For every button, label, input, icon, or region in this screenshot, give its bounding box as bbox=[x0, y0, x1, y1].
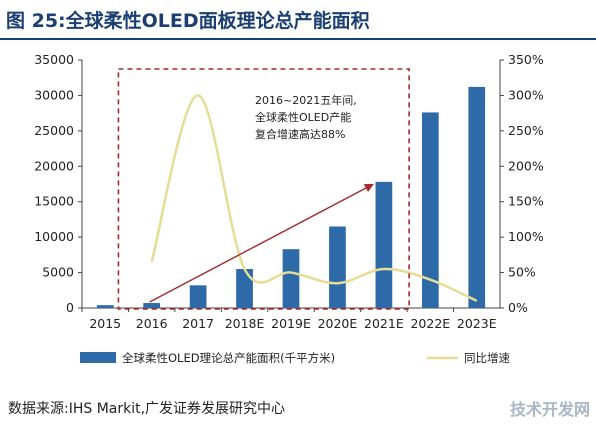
growth-rate-line bbox=[150, 94, 478, 303]
legend-bar-label: 全球柔性OLED理论总产能面积(千平方米) bbox=[122, 351, 335, 365]
x-axis-tick-label: 2018E bbox=[225, 316, 265, 331]
bar-2020E bbox=[329, 226, 346, 308]
left-axis-tick-label: 35000 bbox=[34, 52, 74, 67]
bar-2022E bbox=[421, 112, 439, 308]
right-axis-tick-label: 200% bbox=[508, 158, 544, 173]
x-axis-tick-label: 2019E bbox=[271, 316, 311, 331]
right-axis-tick-label: 150% bbox=[508, 194, 544, 209]
x-axis-tick-label: 2023E bbox=[457, 316, 497, 331]
bar-2018E bbox=[236, 269, 253, 308]
right-axis-tick-label: 300% bbox=[508, 87, 544, 102]
title-divider bbox=[0, 38, 596, 40]
right-axis-tick-label: 350% bbox=[508, 52, 544, 67]
source-note: 数据来源:IHS Markit,广发证券发展研究中心 bbox=[8, 401, 286, 417]
x-axis-tick-label: 2017 bbox=[182, 316, 214, 331]
bar-2015 bbox=[96, 305, 114, 308]
growth-arrowhead bbox=[363, 183, 374, 193]
left-axis-tick-label: 30000 bbox=[34, 87, 74, 102]
bar-2019E bbox=[282, 249, 300, 308]
annotation-line: 复合增速高达88% bbox=[255, 127, 345, 141]
left-axis-tick-label: 5000 bbox=[42, 265, 74, 280]
page-title: 图 25:全球柔性OLED面板理论总产能面积 bbox=[6, 10, 370, 32]
left-axis-tick-label: 20000 bbox=[34, 158, 74, 173]
x-axis-tick-label: 2021E bbox=[364, 316, 404, 331]
right-axis-tick-label: 0% bbox=[508, 300, 528, 315]
left-axis-tick-label: 15000 bbox=[34, 194, 74, 209]
left-axis-tick-label: 0 bbox=[66, 300, 74, 315]
annotation-line: 全球柔性OLED产能 bbox=[255, 110, 351, 124]
x-axis-tick-label: 2016 bbox=[136, 316, 168, 331]
highlight-dashed-box bbox=[117, 68, 410, 310]
x-axis-tick-label: 2022E bbox=[410, 316, 450, 331]
right-axis-tick-label: 50% bbox=[508, 265, 536, 280]
legend-line-label: 同比增速 bbox=[464, 351, 510, 365]
watermark: 技术开发网 bbox=[509, 400, 590, 419]
right-axis-tick-label: 100% bbox=[508, 229, 544, 244]
left-axis-tick-label: 25000 bbox=[34, 123, 74, 138]
annotation-line: 2016~2021五年间, bbox=[255, 93, 357, 107]
bar-2017 bbox=[189, 285, 207, 308]
growth-arrow bbox=[149, 186, 369, 303]
left-axis-tick-label: 10000 bbox=[34, 229, 74, 244]
x-axis-tick-label: 2015 bbox=[89, 316, 121, 331]
bar-2016 bbox=[143, 303, 161, 308]
bar-2021E bbox=[375, 181, 393, 308]
x-axis-tick-label: 2020E bbox=[318, 316, 358, 331]
title-bar: 图 25:全球柔性OLED面板理论总产能面积 bbox=[0, 0, 596, 40]
chart: 0 5000 10000 15000 20000 25000 30000 35000 0% 50%… bbox=[34, 52, 544, 365]
bar-2023E bbox=[468, 86, 486, 308]
right-axis-tick-label: 250% bbox=[508, 123, 544, 138]
legend-bar-swatch bbox=[80, 352, 116, 363]
